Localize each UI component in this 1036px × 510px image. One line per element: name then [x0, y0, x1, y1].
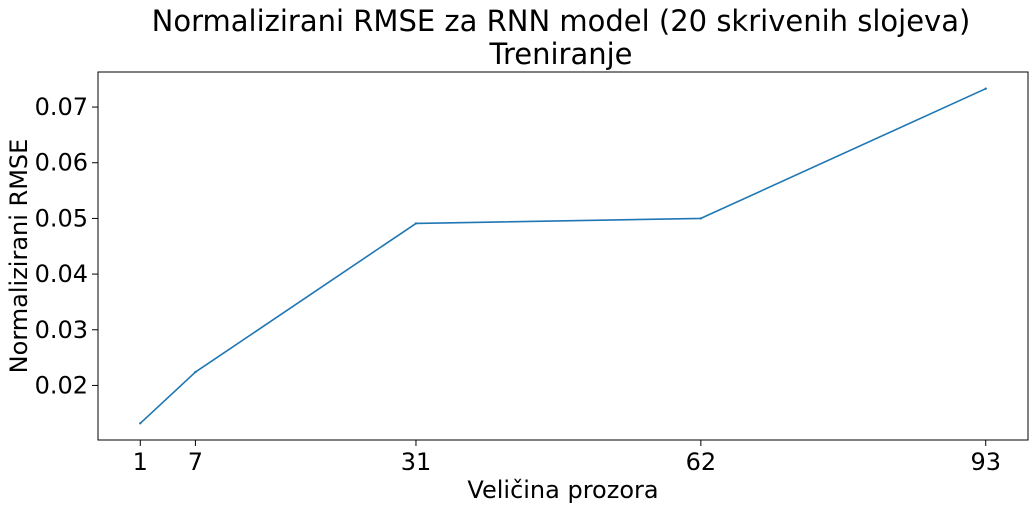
x-tick-label: 62 [686, 448, 717, 476]
data-point [194, 370, 197, 374]
data-point [139, 422, 142, 425]
y-tick-label: 0.04 [35, 260, 88, 288]
y-tick-label: 0.07 [35, 93, 88, 121]
y-tick-label: 0.06 [35, 149, 88, 177]
data-point [414, 222, 418, 225]
x-tick-label: 7 [188, 448, 203, 476]
plot-area: 1 7 31 62 93 0.02 0.03 0.04 0.05 0.06 0.07 [35, 71, 1029, 476]
y-tick-label: 0.02 [35, 371, 88, 399]
x-tick-label: 93 [970, 448, 1001, 476]
y-tick-label: 0.03 [35, 316, 88, 344]
x-axis-label: Veličina prozora [467, 476, 658, 504]
y-tick-label: 0.05 [35, 204, 88, 232]
chart-title-line-2: Treniranje [489, 37, 633, 71]
x-tick-label: 31 [401, 448, 432, 476]
y-axis-label: Normalizirani RMSE [5, 139, 33, 374]
plot-frame [97, 71, 1029, 441]
series-line [139, 87, 987, 424]
data-point [984, 87, 987, 90]
data-point [699, 217, 703, 220]
chart-title-line-1: Normalizirani RMSE za RNN model (20 skri… [152, 4, 971, 38]
x-tick-label: 1 [133, 448, 148, 476]
